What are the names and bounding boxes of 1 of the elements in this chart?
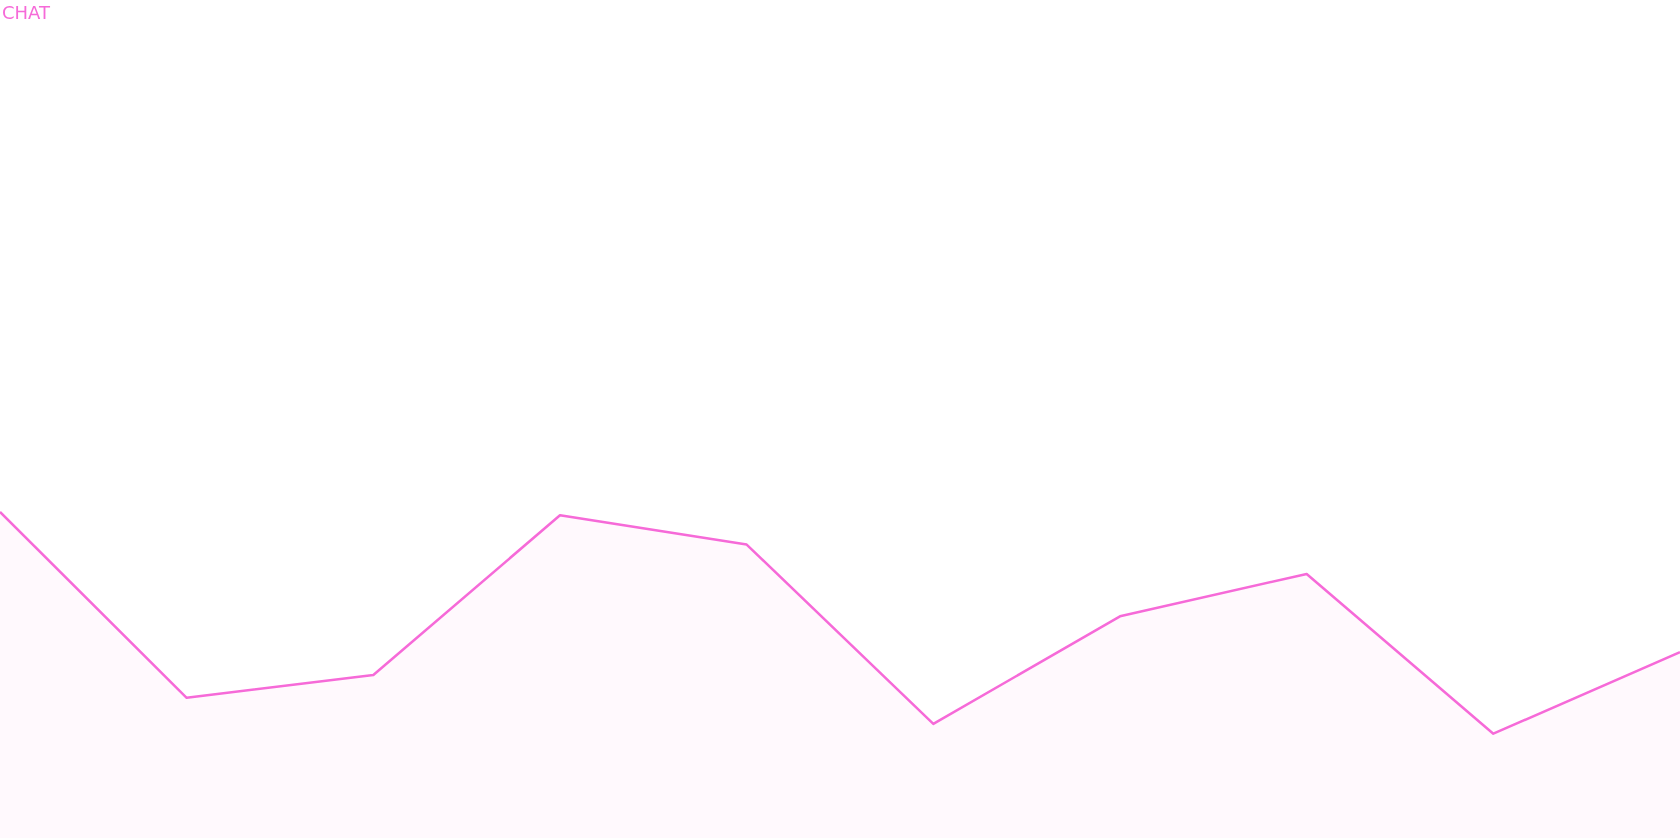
chart-title: CHAT <box>2 2 51 23</box>
